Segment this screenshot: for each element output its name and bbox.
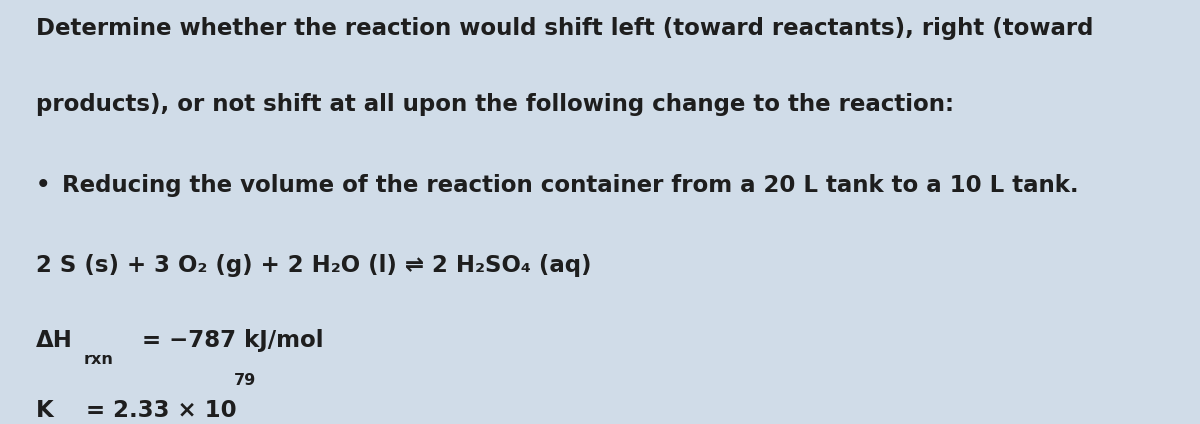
- Text: Reducing the volume of the reaction container from a 20 L tank to a 10 L tank.: Reducing the volume of the reaction cont…: [62, 174, 1079, 197]
- Text: rxn: rxn: [84, 352, 114, 367]
- Text: c: c: [59, 422, 68, 424]
- Text: products), or not shift at all upon the following change to the reaction:: products), or not shift at all upon the …: [36, 93, 954, 116]
- Text: ΔH: ΔH: [36, 329, 73, 351]
- Text: 2 S (s) + 3 O₂ (g) + 2 H₂O (l) ⇌ 2 H₂SO₄ (aq): 2 S (s) + 3 O₂ (g) + 2 H₂O (l) ⇌ 2 H₂SO₄…: [36, 254, 592, 277]
- Text: K: K: [36, 399, 54, 421]
- Text: •: •: [36, 174, 50, 197]
- Text: = 2.33 × 10: = 2.33 × 10: [78, 399, 236, 421]
- Text: = −787 kJ/mol: = −787 kJ/mol: [134, 329, 324, 351]
- Text: 79: 79: [234, 373, 257, 388]
- Text: Determine whether the reaction would shift left (toward reactants), right (towar: Determine whether the reaction would shi…: [36, 17, 1093, 40]
